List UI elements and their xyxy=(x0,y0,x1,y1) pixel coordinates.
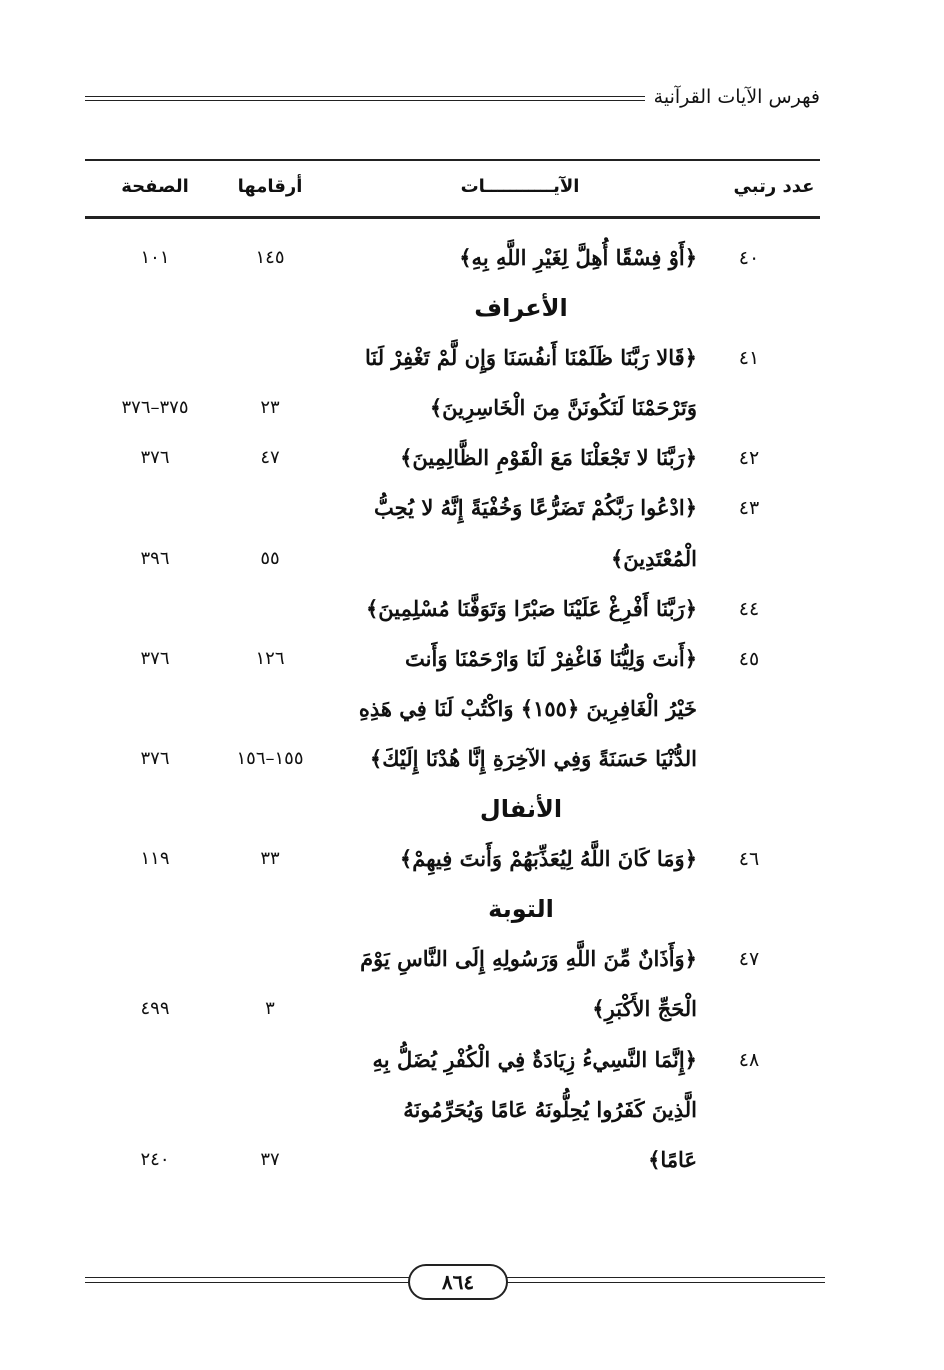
verse-numbers: ١٥٥–١٥٦ xyxy=(236,747,304,769)
page-reference: ٤٩٩ xyxy=(140,998,170,1020)
table-row: ٤٢ ﴿رَبَّنَا لا تَجْعَلْنَا مَعَ الْقَوْم… xyxy=(0,433,944,483)
surah-heading: الأعراف xyxy=(474,294,568,323)
verse-text: ﴿قَالا رَبَّنَا ظَلَمْنَا أَنفُسَنَا وَإ… xyxy=(364,345,697,371)
verse-text: الدُّنْيَا حَسَنَةً وَفِي الآخِرَةِ إِنَ… xyxy=(369,745,697,771)
table-row: ٤٤ ﴿رَبَّنَا أَفْرِغْ عَلَيْنَا صَبْرًا و… xyxy=(0,584,944,634)
verse-text: ﴿أَنتَ وَلِيُّنَا فَاغْفِرْ لَنَا وَارْح… xyxy=(405,645,697,671)
verse-numbers: ١٤٥ xyxy=(255,247,285,268)
page-reference: ١١٩ xyxy=(140,848,170,870)
verse-text: الْمُعْتَدِينَ﴾ xyxy=(611,545,697,571)
verse-text: خَيْرُ الْغَافِرِينَ ﴿١٥٥﴾ وَاكْتُبْ لَن… xyxy=(358,695,697,721)
table-row: ٤٥ ﴿أَنتَ وَلِيُّنَا فَاغْفِرْ لَنَا وَار… xyxy=(0,634,944,684)
page-reference: ٢٤٠ xyxy=(140,1148,170,1170)
verse-numbers: ٤٧ xyxy=(260,447,280,469)
verse-numbers: ٢٣ xyxy=(260,397,280,419)
verse-text: ﴿وَأَذَانٌ مِّنَ اللَّهِ وَرَسُولِهِ إِل… xyxy=(360,946,697,972)
table-row: ٤٧ ﴿وَأَذَانٌ مِّنَ اللَّهِ وَرَسُولِهِ إ… xyxy=(0,934,944,984)
rank-number: ٤٤ xyxy=(738,597,760,620)
table-body: ٤٠ ﴿أَوْ فِسْقًا أُهِلَّ لِغَيْرِ اللَّهِ… xyxy=(0,233,944,1185)
surah-heading: الأنفال xyxy=(479,795,563,824)
surah-heading-row: التوبة xyxy=(0,884,944,934)
page-number: ٨٦٤ xyxy=(408,1264,508,1300)
rank-number: ٤٦ xyxy=(738,848,760,871)
verse-text: وَتَرْحَمْنَا لَنَكُونَنَّ مِنَ الْخَاسِ… xyxy=(429,395,697,421)
verse-numbers: ٣٣ xyxy=(260,848,280,870)
verse-numbers: ٣٧ xyxy=(260,1148,280,1170)
table-row: ٤٠ ﴿أَوْ فِسْقًا أُهِلَّ لِغَيْرِ اللَّهِ… xyxy=(0,233,944,283)
verse-numbers: ٣ xyxy=(265,998,275,1020)
page-reference: ٣٩٦ xyxy=(140,547,170,569)
table-row: الدُّنْيَا حَسَنَةً وَفِي الآخِرَةِ إِنَ… xyxy=(0,734,944,784)
table-row: ٤١ ﴿قَالا رَبَّنَا ظَلَمْنَا أَنفُسَنَا و… xyxy=(0,333,944,383)
running-title: فهرس الآيات القرآنية xyxy=(653,86,820,108)
rank-number: ٤٢ xyxy=(738,447,760,470)
column-header-verses: الآيـــــــــــات xyxy=(460,176,580,197)
header-rule xyxy=(85,96,645,97)
verse-numbers: ١٢٦ xyxy=(255,647,285,669)
verse-text: ﴿ادْعُوا رَبَّكُمْ تَضَرُّعًا وَخُفْيَةً… xyxy=(374,495,697,521)
table-row: عَامًا﴾ ٣٧ ٢٤٠ xyxy=(0,1135,944,1185)
table-row: الَّذِينَ كَفَرُوا يُحِلُّونَهُ عَامًا و… xyxy=(0,1085,944,1135)
table-row: ٤٨ ﴿إِنَّمَا النَّسِيءُ زِيَادَةٌ فِي الْ… xyxy=(0,1035,944,1085)
rank-number: ٤٨ xyxy=(738,1048,760,1071)
verse-text: ﴿أَوْ فِسْقًا أُهِلَّ لِغَيْرِ اللَّهِ ب… xyxy=(459,245,697,270)
table-row: وَتَرْحَمْنَا لَنَكُونَنَّ مِنَ الْخَاسِ… xyxy=(0,383,944,433)
table-row: الْحَجِّ الأَكْبَرِ﴾ ٣ ٤٩٩ xyxy=(0,984,944,1034)
table-row: ٤٣ ﴿ادْعُوا رَبَّكُمْ تَضَرُّعًا وَخُفْيَ… xyxy=(0,483,944,533)
table-row: الْمُعْتَدِينَ﴾ ٥٥ ٣٩٦ xyxy=(0,534,944,584)
rank-number: ٤٧ xyxy=(738,948,760,971)
surah-heading-row: الأنفال xyxy=(0,784,944,834)
table-row: خَيْرُ الْغَافِرِينَ ﴿١٥٥﴾ وَاكْتُبْ لَن… xyxy=(0,684,944,734)
page-reference: ٣٧٦ xyxy=(140,447,170,469)
verse-text: ﴿إِنَّمَا النَّسِيءُ زِيَادَةٌ فِي الْكُ… xyxy=(372,1046,697,1072)
page-reference: ٣٧٦ xyxy=(140,647,170,669)
column-header-verse-numbers: أرقامها xyxy=(237,176,303,197)
table-header-rule xyxy=(85,216,820,219)
rank-number: ٤٠ xyxy=(738,247,760,269)
surah-heading: التوبة xyxy=(488,895,554,924)
table-row: ٤٦ ﴿وَمَا كَانَ اللَّهُ لِيُعَذِّبَهُمْ و… xyxy=(0,834,944,884)
rank-number: ٤٣ xyxy=(738,497,760,520)
rank-number: ٤٥ xyxy=(738,647,760,670)
verse-text: ﴿وَمَا كَانَ اللَّهُ لِيُعَذِّبَهُمْ وَأ… xyxy=(399,846,697,872)
rank-number: ٤١ xyxy=(738,347,760,370)
table-top-rule xyxy=(85,159,820,161)
page-reference: ٣٧٦ xyxy=(140,747,170,769)
verse-text: الَّذِينَ كَفَرُوا يُحِلُّونَهُ عَامًا و… xyxy=(403,1096,697,1122)
page-reference: ١٠١ xyxy=(140,247,170,268)
surah-heading-row: الأعراف xyxy=(0,283,944,333)
verse-text: عَامًا﴾ xyxy=(648,1146,697,1172)
column-header-page: الصفحة xyxy=(121,176,189,197)
page-reference: ٣٧٥–٣٧٦ xyxy=(121,397,189,419)
verse-text: ﴿رَبَّنَا لا تَجْعَلْنَا مَعَ الْقَوْمِ … xyxy=(400,445,697,471)
column-header-rank: عدد رتبي xyxy=(733,176,815,197)
verse-numbers: ٥٥ xyxy=(260,547,280,569)
verse-text: ﴿رَبَّنَا أَفْرِغْ عَلَيْنَا صَبْرًا وَت… xyxy=(365,595,697,621)
verse-text: الْحَجِّ الأَكْبَرِ﴾ xyxy=(592,996,697,1022)
header-rule xyxy=(85,100,645,101)
